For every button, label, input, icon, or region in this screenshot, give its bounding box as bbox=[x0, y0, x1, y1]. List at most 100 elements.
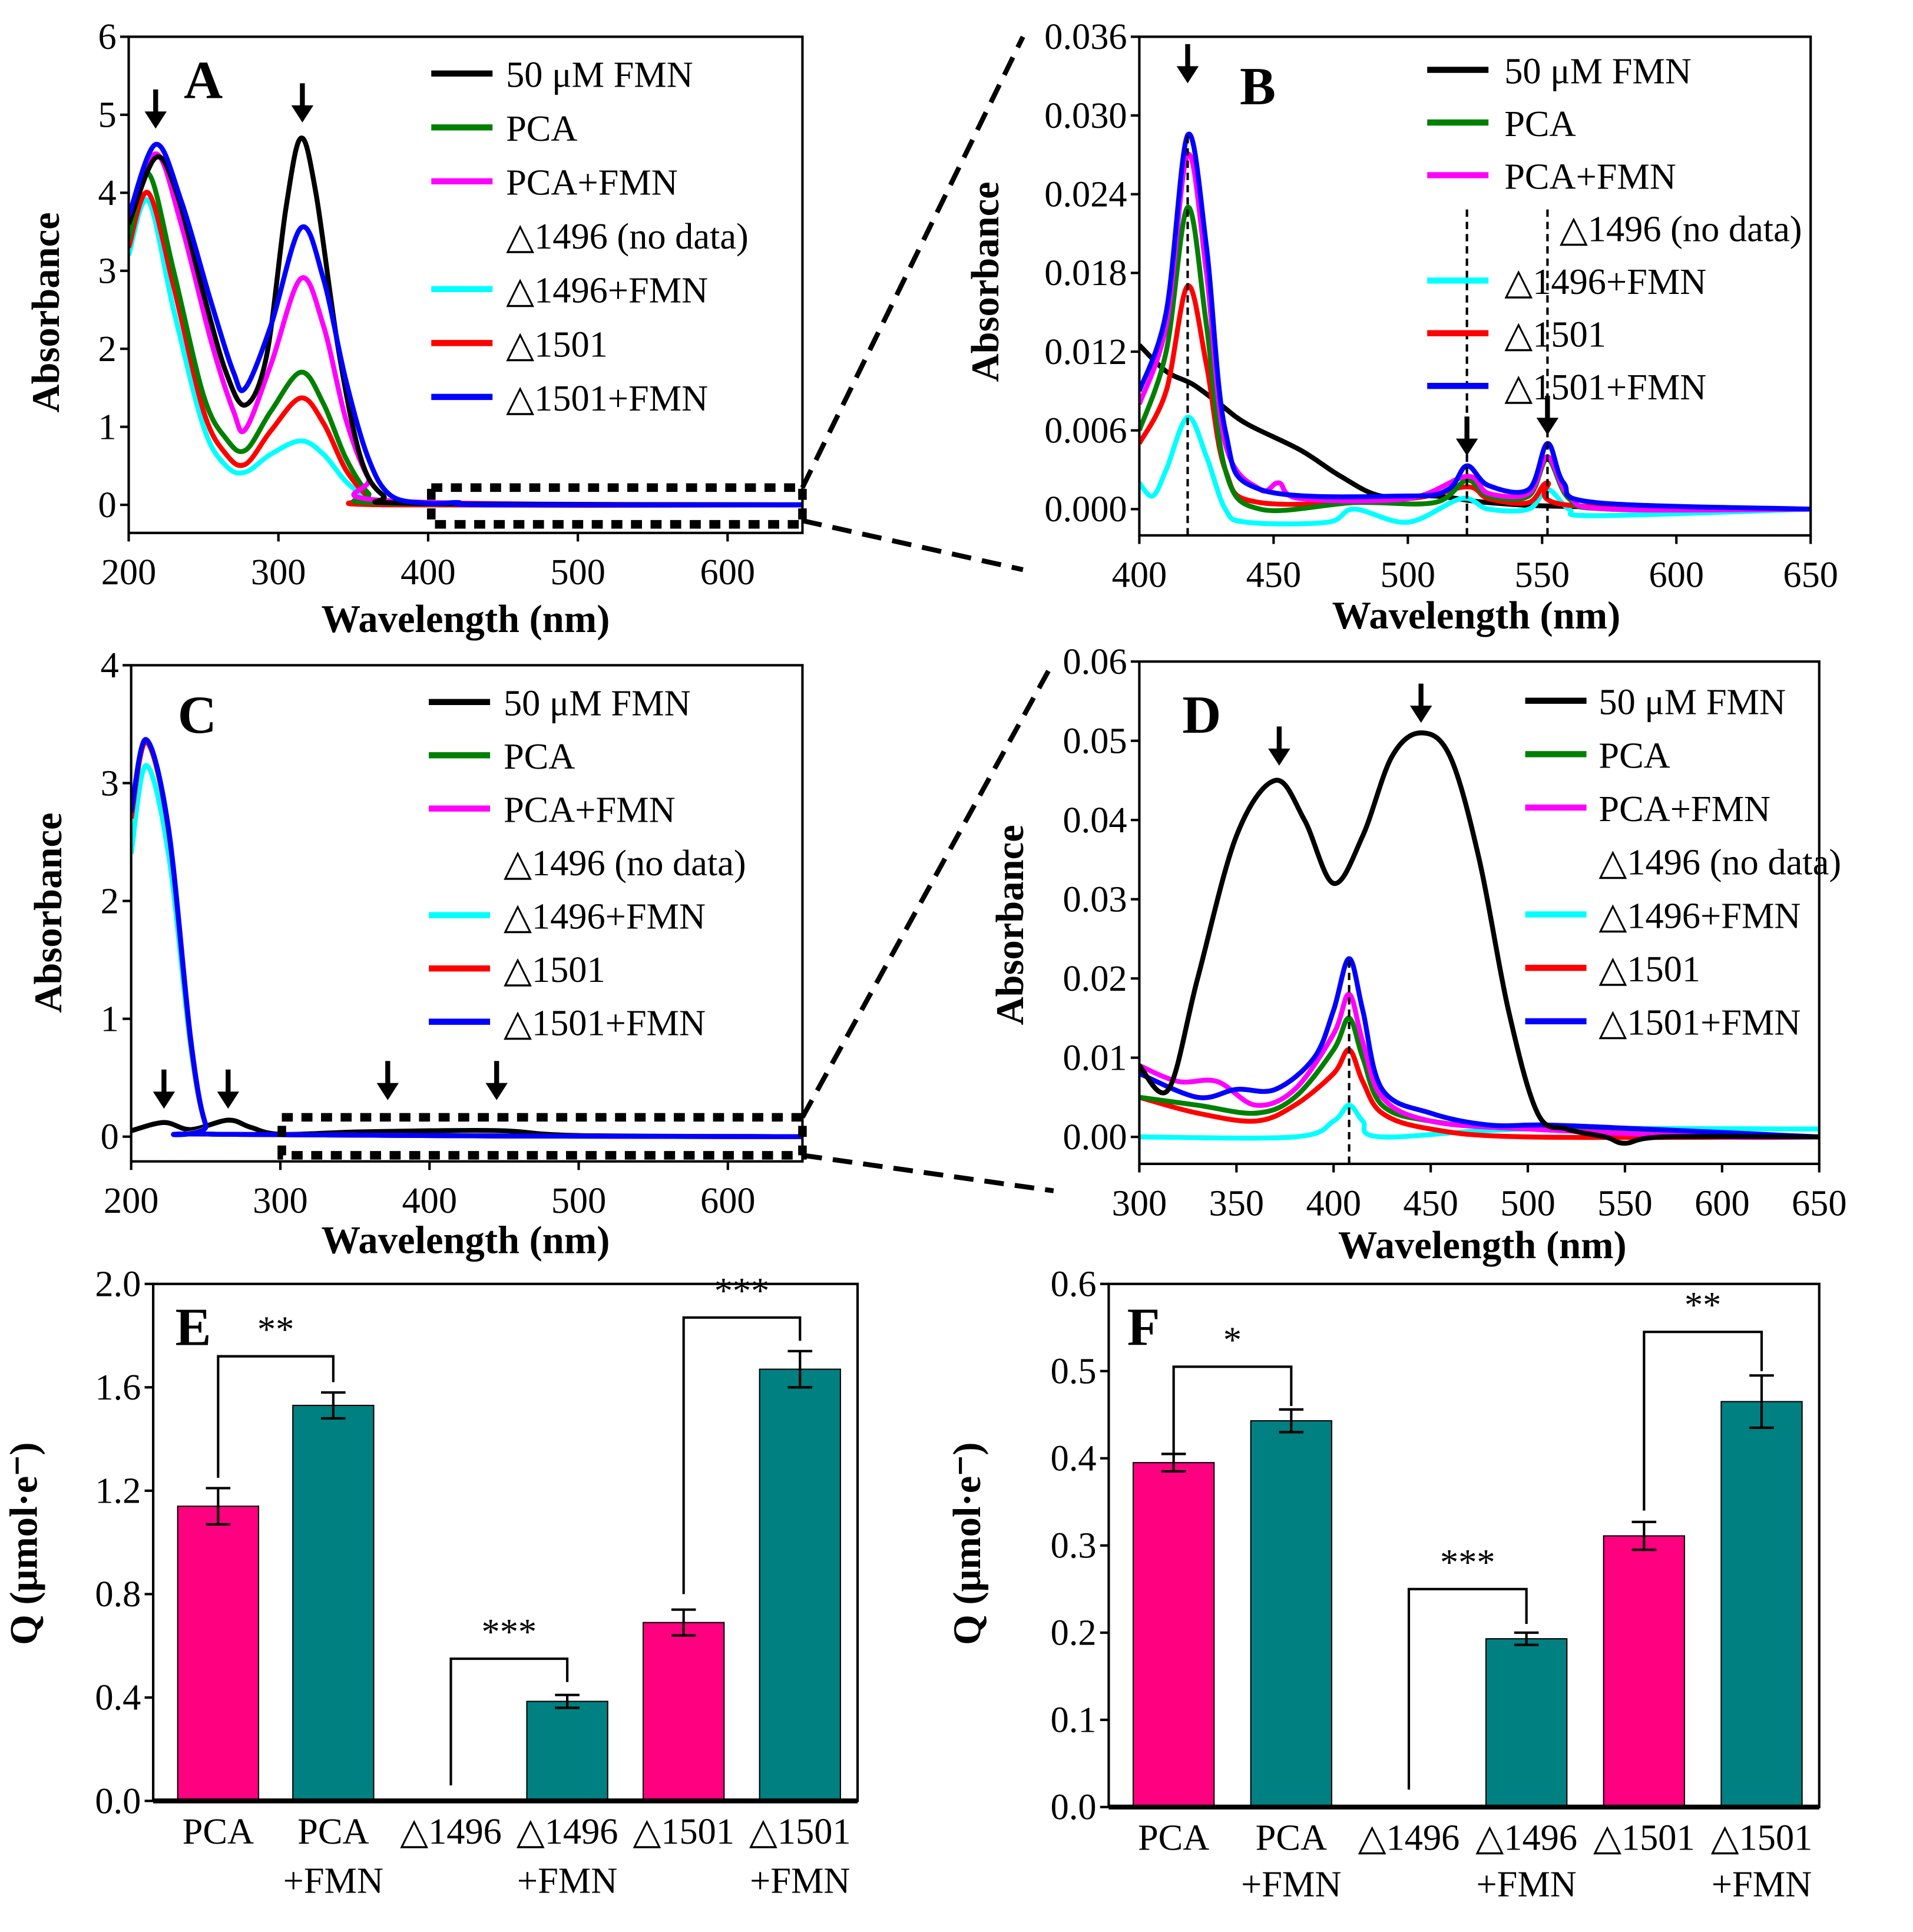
y-tick-label: 0 bbox=[98, 485, 117, 525]
series-line bbox=[1139, 415, 1811, 527]
panel-letter: C bbox=[178, 684, 217, 745]
y-tick-label: 0.030 bbox=[1044, 95, 1127, 136]
series-group bbox=[1139, 131, 1811, 527]
y-tick-label: 0.0 bbox=[1051, 1787, 1097, 1828]
category-label: △1496 bbox=[1358, 1818, 1460, 1858]
x-tick-label: 550 bbox=[1597, 1183, 1653, 1223]
category-label-line2: +FMN bbox=[517, 1860, 617, 1901]
legend-label: PCA+FMN bbox=[1598, 789, 1770, 829]
x-tick-label: 600 bbox=[700, 552, 756, 593]
legend-label: 50 μM FMN bbox=[1504, 51, 1692, 91]
category-label-line2: +FMN bbox=[1241, 1864, 1341, 1905]
significance-bracket bbox=[682, 1316, 802, 1594]
category-label-line2: +FMN bbox=[1712, 1864, 1812, 1905]
category-label: PCA bbox=[297, 1811, 369, 1852]
category-label: PCA bbox=[1138, 1818, 1209, 1858]
error-bar bbox=[555, 1693, 580, 1709]
x-tick-label: 450 bbox=[1403, 1183, 1458, 1223]
plot-frame bbox=[130, 664, 804, 1163]
zoom-connector-a-b bbox=[800, 35, 1025, 573]
category-label: △1496 bbox=[400, 1811, 502, 1852]
bar bbox=[526, 1701, 608, 1802]
y-axis-label: Q (μmol·e⁻) bbox=[3, 1442, 46, 1645]
y-tick-label: 0.024 bbox=[1044, 174, 1127, 215]
y-tick-label: 1 bbox=[98, 406, 117, 447]
y-tick-label: 4 bbox=[101, 645, 119, 686]
x-tick-label: 600 bbox=[700, 1180, 756, 1221]
y-tick-label: 0.036 bbox=[1044, 16, 1127, 57]
x-tick-label: 650 bbox=[1792, 1183, 1847, 1223]
bar bbox=[292, 1404, 375, 1802]
error-bar bbox=[671, 1608, 696, 1637]
x-axis-label: Wavelength (nm) bbox=[1332, 594, 1620, 637]
series-line bbox=[128, 151, 803, 508]
x-tick-label: 350 bbox=[1209, 1183, 1265, 1223]
y-tick-label: 0.5 bbox=[1051, 1351, 1097, 1392]
legend-label: △1501+FMN bbox=[1598, 1003, 1801, 1043]
arrow-head bbox=[1409, 706, 1432, 723]
bar bbox=[1720, 1401, 1803, 1808]
bar bbox=[1603, 1535, 1686, 1808]
legend-label: △1501+FMN bbox=[1504, 367, 1706, 408]
arrow-head bbox=[217, 1091, 240, 1109]
y-tick-label: 0.4 bbox=[95, 1678, 141, 1718]
x-axis-label: Wavelength (nm) bbox=[322, 598, 610, 641]
significance-bracket bbox=[1643, 1331, 1763, 1511]
panel-b: 0.000 0.006 0.012 0.018 0.024 0.030 0.036 Absor… bbox=[964, 16, 1838, 637]
x-tick-label: 400 bbox=[401, 552, 456, 593]
x-tick-label: 500 bbox=[550, 552, 605, 593]
series-group bbox=[131, 737, 803, 1139]
y-axis-label: Q (μmol·e⁻) bbox=[946, 1442, 989, 1645]
category-label-line2: +FMN bbox=[283, 1860, 383, 1901]
y-tick-label: 0.3 bbox=[1051, 1526, 1097, 1566]
x-tick-label: 200 bbox=[104, 1180, 159, 1221]
series-line bbox=[1139, 131, 1811, 512]
significance-label: * bbox=[1223, 1319, 1242, 1360]
panel-letter: B bbox=[1240, 56, 1276, 116]
significance-bracket bbox=[1407, 1587, 1528, 1790]
legend-label: PCA bbox=[1504, 104, 1576, 144]
bar bbox=[177, 1506, 260, 1802]
x-tick-label: 300 bbox=[253, 1180, 308, 1221]
x-tick-label: 200 bbox=[101, 552, 157, 593]
x-tick-label: 500 bbox=[1500, 1183, 1555, 1223]
legend-label: △1501 bbox=[1598, 949, 1700, 990]
error-bar bbox=[787, 1349, 813, 1389]
category-label: PCA bbox=[1256, 1818, 1327, 1858]
series-line bbox=[1139, 204, 1811, 514]
bar bbox=[1250, 1420, 1333, 1808]
y-tick-label: 2 bbox=[101, 881, 119, 921]
panel-d: 0.00 0.01 0.02 0.03 0.04 0.05 0.06 Absorbance D 3… bbox=[989, 641, 1847, 1267]
significance-bracket bbox=[217, 1355, 335, 1478]
panel-letter: E bbox=[176, 1297, 211, 1357]
y-tick-label: 1.2 bbox=[95, 1471, 141, 1511]
series-line bbox=[131, 739, 803, 1139]
x-axis-label: Wavelength (nm) bbox=[1338, 1224, 1627, 1267]
significance-label: *** bbox=[714, 1271, 770, 1311]
x-tick-label: 300 bbox=[1112, 1183, 1167, 1223]
y-axis-label: Absorbance bbox=[25, 212, 68, 412]
y-tick-label: 4 bbox=[98, 173, 117, 213]
legend-label: △1501+FMN bbox=[506, 378, 708, 419]
arrow-head bbox=[376, 1083, 399, 1100]
legend-label: △1496 (no data) bbox=[504, 843, 746, 884]
legend-label: △1496+FMN bbox=[1598, 895, 1801, 936]
x-tick-label: 600 bbox=[1649, 554, 1704, 595]
significance-label: *** bbox=[482, 1612, 537, 1652]
panel-letter: D bbox=[1182, 684, 1221, 745]
arrow-head bbox=[1268, 748, 1290, 766]
y-tick-label: 0.02 bbox=[1063, 958, 1127, 999]
series-line bbox=[1139, 956, 1819, 1140]
panel-a: 0 1 2 3 4 5 6 Absorbance A 200 300 400 500 600 Wavelen… bbox=[25, 16, 804, 641]
series-line bbox=[131, 738, 803, 1139]
category-label: PCA bbox=[183, 1811, 254, 1852]
legend-label: △1501 bbox=[506, 324, 608, 365]
category-label: △1496 bbox=[1475, 1818, 1577, 1858]
series-line bbox=[131, 737, 803, 1139]
error-bar bbox=[1279, 1408, 1304, 1434]
y-axis-label: Absorbance bbox=[964, 181, 1007, 382]
y-tick-label: 0.018 bbox=[1044, 253, 1127, 293]
y-tick-label: 0.006 bbox=[1044, 411, 1127, 451]
y-tick-label: 0.05 bbox=[1063, 720, 1127, 761]
